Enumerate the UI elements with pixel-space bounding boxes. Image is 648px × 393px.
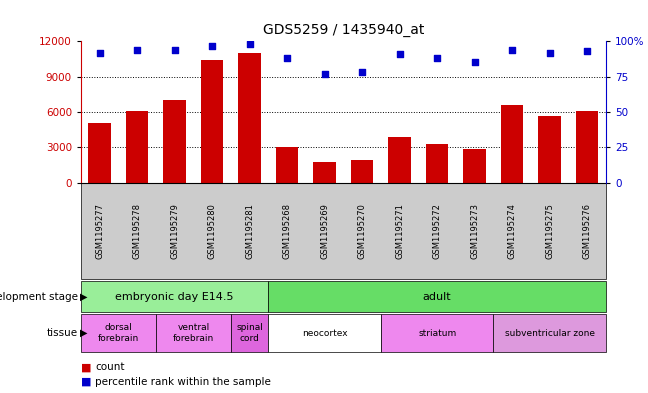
- Point: [544, 50, 555, 56]
- Bar: [89, 123, 111, 183]
- Point: [582, 48, 592, 54]
- Text: ▶: ▶: [80, 292, 87, 302]
- Text: ■: ■: [81, 362, 91, 373]
- Bar: [426, 144, 448, 183]
- Bar: [538, 116, 561, 183]
- Text: ▶: ▶: [80, 328, 87, 338]
- Text: GSM1195275: GSM1195275: [545, 203, 554, 259]
- Text: subventricular zone: subventricular zone: [505, 329, 595, 338]
- Text: GSM1195277: GSM1195277: [95, 203, 104, 259]
- Text: adult: adult: [423, 292, 452, 302]
- Text: GSM1195281: GSM1195281: [245, 203, 254, 259]
- Bar: [201, 60, 224, 183]
- Point: [395, 51, 405, 57]
- Text: GSM1195274: GSM1195274: [507, 203, 516, 259]
- Point: [432, 55, 443, 61]
- Point: [469, 59, 480, 66]
- Text: ■: ■: [81, 377, 91, 387]
- Text: dorsal
forebrain: dorsal forebrain: [98, 323, 139, 343]
- Bar: [388, 137, 411, 183]
- Text: GSM1195280: GSM1195280: [208, 203, 216, 259]
- Point: [132, 47, 143, 53]
- Text: neocortex: neocortex: [302, 329, 347, 338]
- Point: [507, 47, 517, 53]
- Bar: [501, 105, 524, 183]
- Point: [357, 69, 367, 75]
- Bar: [314, 162, 336, 183]
- Bar: [238, 53, 261, 183]
- Text: striatum: striatum: [418, 329, 456, 338]
- Text: embryonic day E14.5: embryonic day E14.5: [115, 292, 234, 302]
- Text: spinal
cord: spinal cord: [237, 323, 263, 343]
- Text: GSM1195268: GSM1195268: [283, 203, 292, 259]
- Text: GSM1195276: GSM1195276: [583, 203, 592, 259]
- Text: ventral
forebrain: ventral forebrain: [173, 323, 214, 343]
- Point: [170, 47, 180, 53]
- Bar: [463, 149, 486, 183]
- Bar: [351, 160, 373, 183]
- Bar: [126, 111, 148, 183]
- Title: GDS5259 / 1435940_at: GDS5259 / 1435940_at: [262, 24, 424, 37]
- Text: GSM1195272: GSM1195272: [433, 203, 442, 259]
- Bar: [276, 147, 299, 183]
- Point: [207, 42, 217, 49]
- Text: GSM1195269: GSM1195269: [320, 203, 329, 259]
- Text: GSM1195271: GSM1195271: [395, 203, 404, 259]
- Text: GSM1195279: GSM1195279: [170, 203, 179, 259]
- Point: [95, 50, 105, 56]
- Point: [282, 55, 292, 61]
- Text: GSM1195273: GSM1195273: [470, 203, 479, 259]
- Text: tissue: tissue: [47, 328, 78, 338]
- Point: [319, 71, 330, 77]
- Point: [244, 41, 255, 47]
- Text: GSM1195278: GSM1195278: [133, 203, 142, 259]
- Bar: [576, 111, 598, 183]
- Text: percentile rank within the sample: percentile rank within the sample: [95, 377, 271, 387]
- Bar: [163, 100, 186, 183]
- Text: count: count: [95, 362, 125, 373]
- Text: GSM1195270: GSM1195270: [358, 203, 367, 259]
- Text: development stage: development stage: [0, 292, 78, 302]
